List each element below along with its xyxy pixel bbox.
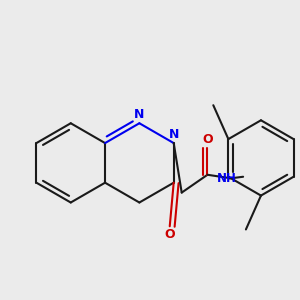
Text: N: N — [169, 128, 180, 141]
Text: O: O — [164, 228, 175, 241]
Text: O: O — [202, 133, 213, 146]
Text: N: N — [134, 109, 145, 122]
Text: NH: NH — [217, 172, 237, 185]
